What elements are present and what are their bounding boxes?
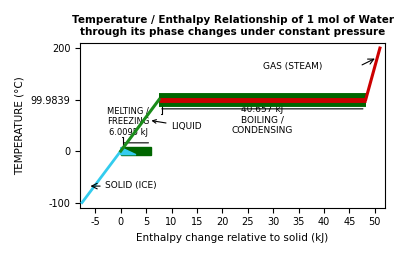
Polygon shape bbox=[121, 148, 136, 155]
Text: LIQUID: LIQUID bbox=[153, 120, 202, 131]
Title: Temperature / Enthalpy Relationship of 1 mol of Water
through its phase changes : Temperature / Enthalpy Relationship of 1… bbox=[72, 15, 394, 37]
Text: 40.657 kJ
BOILING /
CONDENSING: 40.657 kJ BOILING / CONDENSING bbox=[232, 105, 293, 135]
Text: SOLID (ICE): SOLID (ICE) bbox=[106, 181, 157, 190]
Polygon shape bbox=[121, 148, 151, 155]
Y-axis label: TEMPERATURE (°C): TEMPERATURE (°C) bbox=[15, 76, 25, 175]
Text: MELTING /
FREEZING
6.0095 kJ: MELTING / FREEZING 6.0095 kJ bbox=[107, 107, 150, 137]
Text: GAS (STEAM): GAS (STEAM) bbox=[263, 62, 322, 71]
X-axis label: Enthalpy change relative to solid (kJ): Enthalpy change relative to solid (kJ) bbox=[136, 233, 329, 243]
